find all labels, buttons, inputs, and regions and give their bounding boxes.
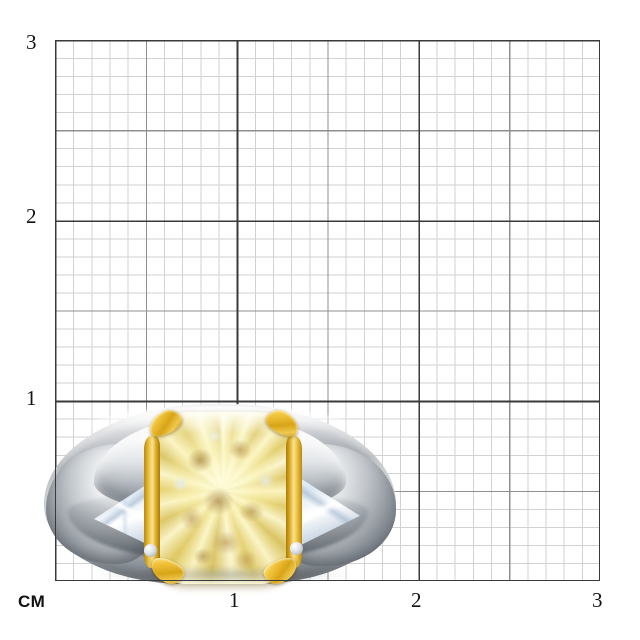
x-axis-label-1: 1 bbox=[229, 588, 240, 612]
ring-contact-shadow bbox=[96, 566, 352, 584]
yellow-cushion-diamond bbox=[152, 412, 294, 584]
y-axis-label-2: 2 bbox=[26, 204, 37, 228]
gold-rail-left bbox=[144, 436, 160, 568]
side-stone-prong-left bbox=[144, 544, 157, 557]
x-axis-label-3: 3 bbox=[592, 588, 603, 612]
y-axis-label-1: 1 bbox=[26, 386, 37, 410]
cushion-girdle-bottom bbox=[152, 566, 294, 584]
x-axis-label-2: 2 bbox=[411, 588, 422, 612]
y-axis-label-3: 3 bbox=[26, 30, 37, 54]
cushion-scintillation bbox=[152, 412, 294, 584]
gold-rail-right bbox=[286, 436, 302, 568]
cushion-girdle-top bbox=[152, 412, 294, 435]
side-stone-prong-right bbox=[290, 542, 303, 555]
ring-photo bbox=[40, 398, 400, 588]
unit-label-cm: CM bbox=[18, 592, 46, 611]
